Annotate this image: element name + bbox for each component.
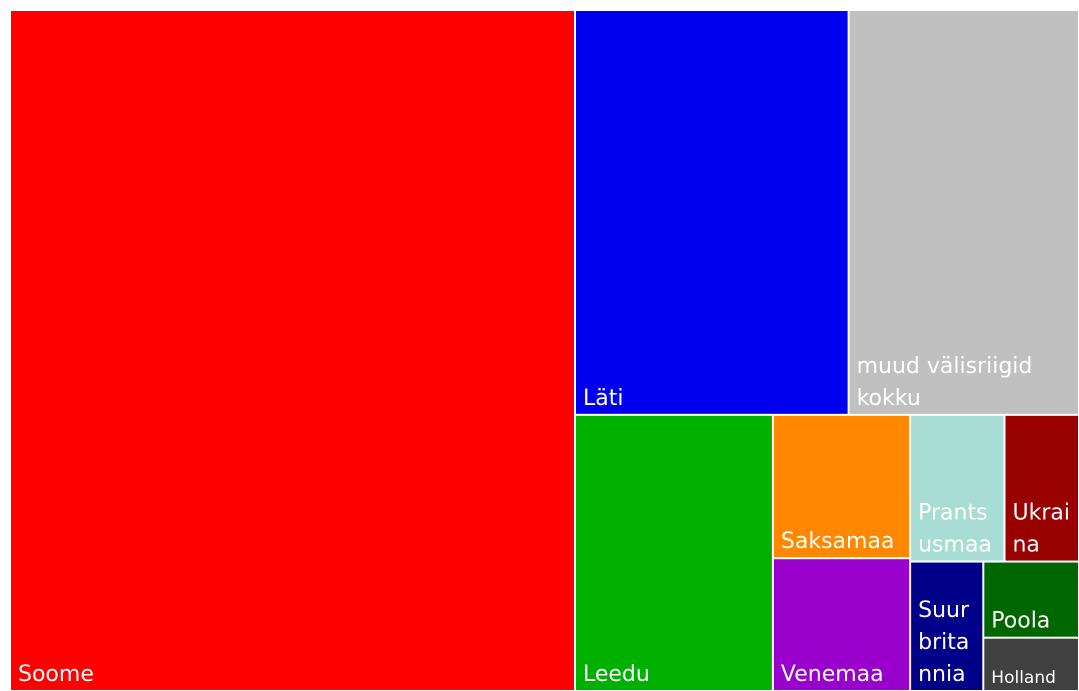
tile: [11, 11, 574, 690]
tile: [911, 562, 983, 690]
tile-label: Leedu: [583, 662, 650, 687]
tile: [984, 562, 1078, 637]
tile-label: Suur brita nnia: [918, 598, 970, 687]
tile: [849, 11, 1078, 414]
tile: [575, 11, 848, 414]
tile-label: Venemaa: [781, 662, 884, 687]
tile-label: Prants usmaa: [918, 501, 992, 558]
tile-label: Soome: [18, 662, 94, 687]
tile: [1005, 415, 1078, 561]
tile: [984, 638, 1078, 690]
tile: [773, 559, 910, 690]
tile-label: Poola: [991, 609, 1050, 634]
tile: [911, 415, 1004, 561]
tile-label: Holland: [991, 668, 1056, 688]
tile: [773, 415, 910, 558]
tile-label: Läti: [583, 386, 623, 411]
tile-label: Ukrai na: [1012, 501, 1069, 558]
tile-label: muud välisriigid kokku: [857, 354, 1040, 411]
tile: [575, 415, 772, 690]
tile-label: Saksamaa: [781, 529, 895, 554]
